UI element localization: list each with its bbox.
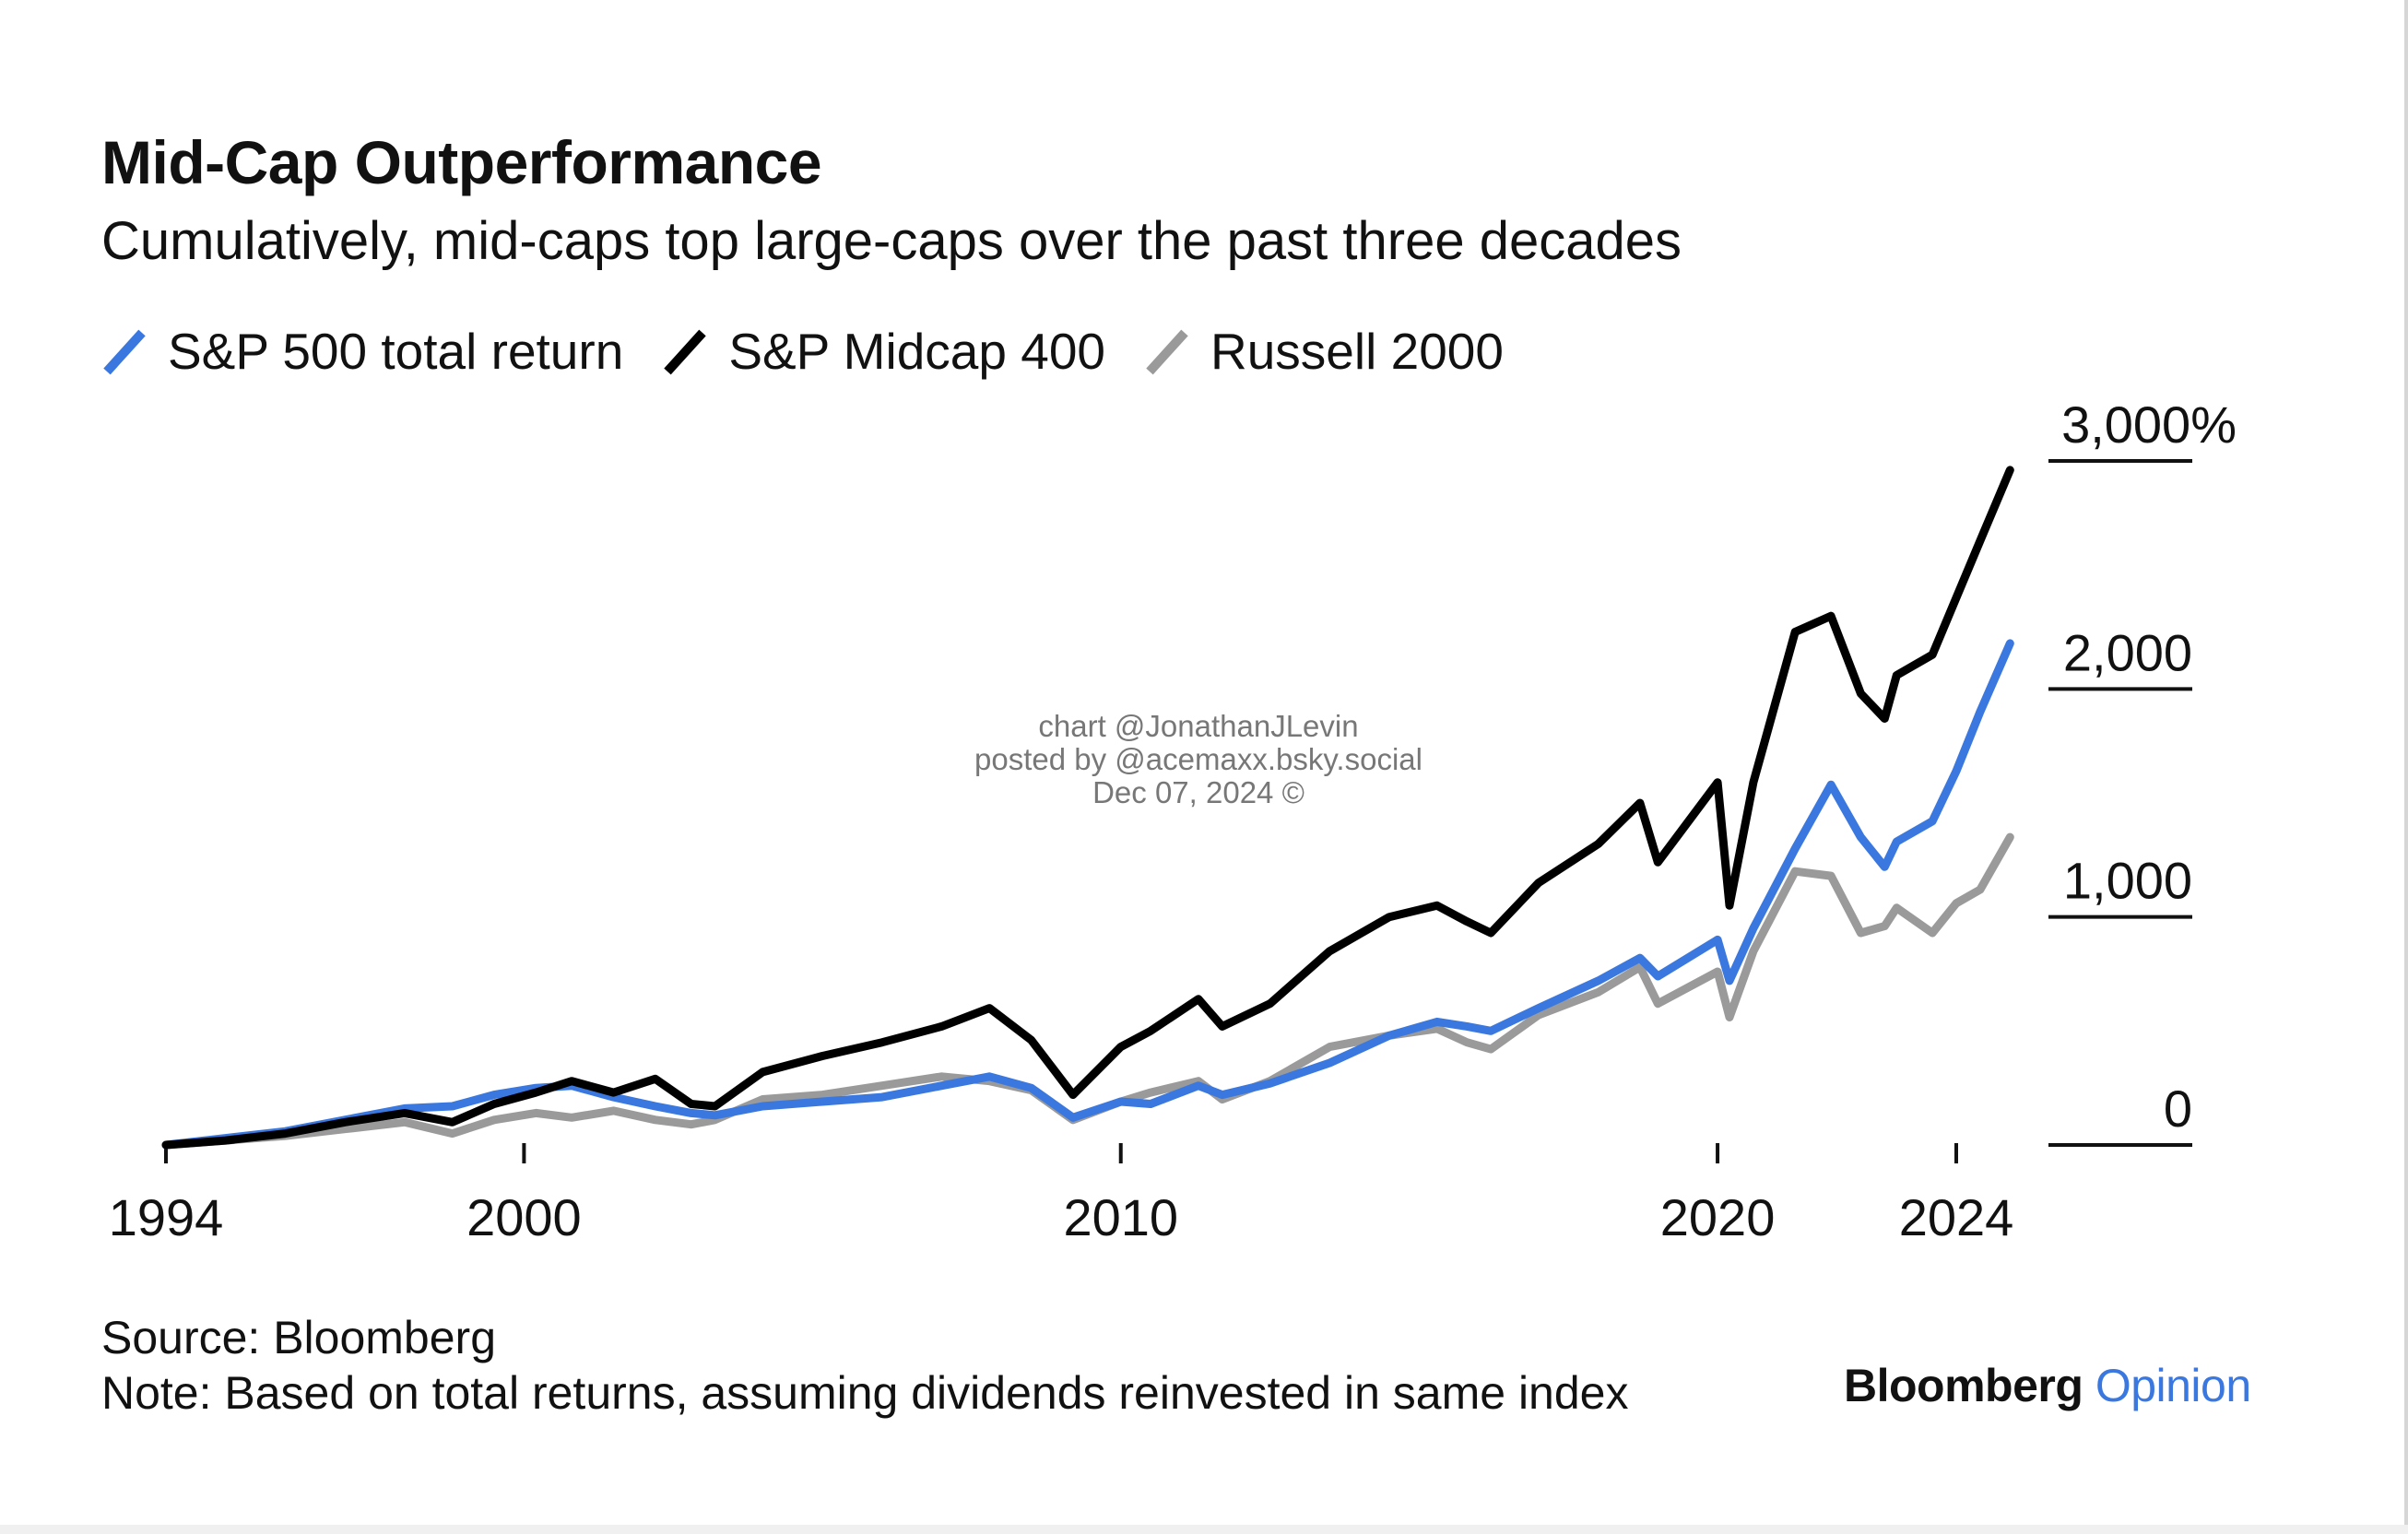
- brand-secondary: Opinion: [2095, 1360, 2251, 1411]
- watermark-line-1: chart @JonathanJLevin: [1038, 709, 1359, 743]
- y-axis: 3,000% 2,000 1,000 0: [2048, 395, 2237, 1147]
- chart-legend: S&P 500 total return S&P Midcap 400 Russ…: [101, 319, 1542, 384]
- legend-label-midcap: S&P Midcap 400: [728, 323, 1105, 380]
- source-note: Source: Bloomberg: [101, 1312, 497, 1363]
- y-tick-label: 1,000: [2063, 852, 2192, 910]
- y-tick-label: 0: [2164, 1080, 2192, 1138]
- chart-title: Mid-Cap Outperformance: [101, 128, 822, 196]
- legend-item-russell: Russell 2000: [1144, 322, 1504, 381]
- chart-lines: [161, 466, 2014, 1150]
- legend-swatch-russell: [1146, 329, 1188, 375]
- brand-primary: Bloomberg: [1844, 1360, 2083, 1411]
- x-tick-label: 2000: [466, 1188, 582, 1246]
- page-edge: [2404, 0, 2408, 1534]
- y-tick-label: 2,000: [2063, 623, 2192, 681]
- legend-item-midcap: S&P Midcap 400: [662, 322, 1105, 381]
- x-tick-label: 2024: [1899, 1188, 2014, 1246]
- x-tick-label: 2020: [1660, 1188, 1776, 1246]
- watermark-line-2: posted by @acemaxx.bsky.social: [974, 742, 1422, 776]
- x-tick-label: 2010: [1063, 1188, 1178, 1246]
- series-line-midcap: [161, 466, 2014, 1150]
- chart-subtitle: Cumulatively, mid-caps top large-caps ov…: [101, 211, 1682, 271]
- legend-swatch-midcap: [664, 329, 707, 375]
- legend-label-sp500: S&P 500 total return: [168, 323, 624, 380]
- x-axis: 1994 2000 2010 2020 2024: [109, 1143, 2014, 1246]
- x-tick-label: 1994: [109, 1188, 224, 1246]
- watermark: chart @JonathanJLevin posted by @acemaxx…: [922, 710, 1475, 809]
- y-tick-label: 3,000%: [2061, 395, 2237, 454]
- methodology-note: Note: Based on total returns, assuming d…: [101, 1367, 1629, 1419]
- page-footer-bar: [0, 1525, 2408, 1534]
- watermark-line-3: Dec 07, 2024 ©: [1092, 775, 1304, 809]
- legend-swatch-sp500: [103, 329, 146, 375]
- legend-label-russell: Russell 2000: [1210, 323, 1504, 380]
- brand-logo: Bloomberg Opinion: [1844, 1359, 2251, 1412]
- legend-item-sp500: S&P 500 total return: [101, 322, 623, 381]
